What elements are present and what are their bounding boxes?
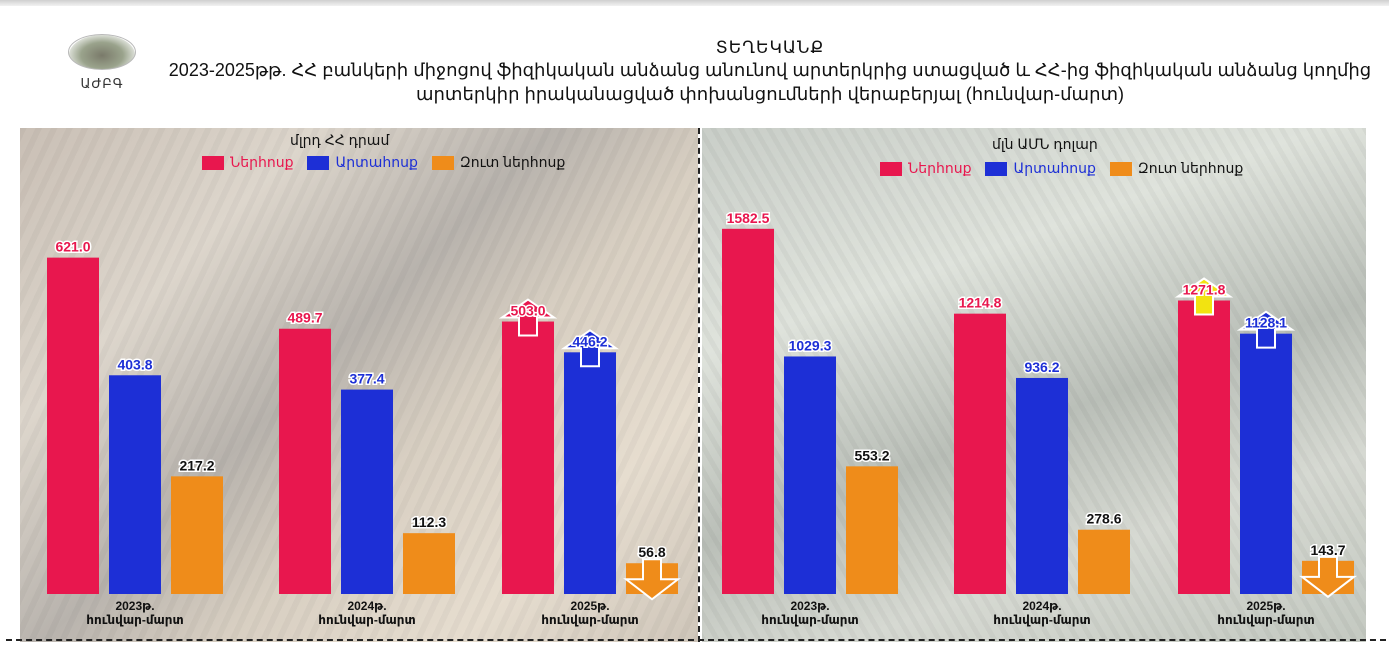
legend-label-outflow: Արտահոսք bbox=[335, 154, 418, 170]
chart-panel-usd: մլն ԱՄՆ դոլար Ներհոսք Արտահոսք Զուտ ներհ… bbox=[702, 128, 1366, 642]
legend-item-net: Զուտ ներհոսք bbox=[1109, 160, 1244, 177]
bar-chart-usd: 1582.51029.3553.22023թ.հունվար-մարտ1214.… bbox=[722, 208, 1357, 627]
x-tick-label-year-2: 2024թ. bbox=[347, 599, 386, 613]
page-title: ՏԵՂԵԿԱՆՔ bbox=[715, 38, 825, 57]
x-tick-label-period-2: հունվար-մարտ bbox=[318, 613, 415, 627]
x-tick-label-year-3: 2025թ. bbox=[1246, 599, 1285, 613]
panel-divider bbox=[698, 128, 700, 642]
data-label-outflow-3: 1128.1 bbox=[1245, 315, 1287, 331]
legend-label-inflow: Ներհոսք bbox=[908, 160, 972, 176]
legend: Ներհոսք Արտահոսք Զուտ ներհոսք bbox=[202, 154, 579, 171]
arrow-up-inflow bbox=[1174, 277, 1234, 316]
data-label-inflow-1: 621.0 bbox=[55, 239, 90, 255]
legend-item-inflow: Ներհոսք bbox=[880, 160, 971, 177]
arrow-down-net bbox=[1299, 555, 1357, 599]
arrow-up-outflow bbox=[560, 329, 620, 368]
bar-inflow-1 bbox=[722, 228, 774, 595]
logo-text: ԱԺԲԳ bbox=[80, 76, 124, 91]
bar-outflow-2 bbox=[341, 389, 393, 594]
data-label-outflow-1: 1029.3 bbox=[789, 337, 832, 353]
x-tick-label-period-1: հունվար-մարտ bbox=[86, 613, 183, 627]
bar-outflow-1 bbox=[109, 375, 161, 594]
legend: Ներհոսք Արտահոսք Զուտ ներհոսք bbox=[880, 160, 1257, 177]
x-tick-label-period-3: հունվար-մարտ bbox=[1217, 613, 1314, 627]
bar-inflow-3 bbox=[1178, 300, 1230, 594]
unit-label: մլրդ ՀՀ դրամ bbox=[290, 132, 390, 148]
x-tick-label-year-1: 2023թ. bbox=[790, 599, 829, 613]
logo-emblem bbox=[68, 34, 136, 70]
bar-inflow-3 bbox=[502, 321, 554, 594]
legend-swatch-outflow bbox=[985, 161, 1008, 176]
data-label-inflow-3: 503.0 bbox=[510, 303, 545, 319]
bar-outflow-3 bbox=[1240, 333, 1292, 594]
data-label-inflow-2: 1214.8 bbox=[959, 295, 1002, 311]
legend-swatch-inflow bbox=[880, 161, 902, 176]
data-label-net-1: 553.2 bbox=[854, 447, 889, 463]
legend-label-net: Զուտ ներհոսք bbox=[459, 154, 566, 170]
top-rule bbox=[0, 0, 1389, 6]
x-tick-label-period-2: հունվար-մարտ bbox=[993, 613, 1090, 627]
page-heading: ՏԵՂԵԿԱՆՔ 2023-2025թթ. ՀՀ բանկերի միջոցով… bbox=[160, 38, 1380, 106]
data-label-inflow-2: 489.7 bbox=[287, 310, 322, 326]
arrow-down-net bbox=[623, 558, 681, 601]
bar-net-2 bbox=[1078, 529, 1130, 594]
legend-label-inflow: Ներհոսք bbox=[230, 154, 294, 170]
bar-inflow-1 bbox=[47, 257, 99, 594]
x-tick-label-period-1: հունվար-մարտ bbox=[761, 613, 858, 627]
data-label-net-3: 143.7 bbox=[1310, 542, 1345, 558]
data-label-net-2: 278.6 bbox=[1086, 511, 1121, 527]
chart-panel-amd: մլրդ ՀՀ դրամ Ներհոսք Արտահոսք Զուտ ներհո… bbox=[20, 128, 698, 642]
legend-label-outflow: Արտահոսք bbox=[1013, 160, 1096, 176]
bar-outflow-3 bbox=[564, 352, 616, 594]
bar-net-1 bbox=[171, 476, 223, 594]
legend-swatch-inflow bbox=[202, 155, 224, 170]
x-tick-label-year-1: 2023թ. bbox=[115, 599, 154, 613]
legend-swatch-net bbox=[431, 155, 454, 170]
data-label-outflow-3: 446.2 bbox=[572, 333, 607, 349]
legend-item-inflow: Ներհոսք bbox=[202, 154, 293, 171]
data-label-inflow-1: 1582.5 bbox=[727, 210, 770, 226]
legend-item-net: Զուտ ներհոսք bbox=[431, 154, 566, 171]
page-subtitle-line-1: 2023-2025թթ. ՀՀ բանկերի միջոցով ֆիզիկակա… bbox=[168, 60, 1372, 80]
arrow-up-outflow bbox=[1236, 310, 1296, 349]
x-tick-label-period-3: հունվար-մարտ bbox=[541, 613, 638, 627]
bar-inflow-2 bbox=[279, 328, 331, 594]
legend-item-outflow: Արտահոսք bbox=[985, 160, 1096, 177]
legend-label-net: Զուտ ներհոսք bbox=[1137, 160, 1244, 176]
data-label-net-3: 56.8 bbox=[638, 544, 665, 560]
logo: ԱԺԲԳ bbox=[62, 34, 142, 92]
bar-outflow-1 bbox=[784, 356, 836, 594]
bar-outflow-2 bbox=[1016, 377, 1068, 594]
bar-inflow-2 bbox=[954, 313, 1006, 594]
x-tick-label-year-3: 2025թ. bbox=[570, 599, 609, 613]
x-tick-label-year-2: 2024թ. bbox=[1022, 599, 1061, 613]
bar-chart-amd: 621.0403.8217.22023թ.հունվար-մարտ489.737… bbox=[47, 237, 681, 627]
data-label-outflow-2: 936.2 bbox=[1024, 359, 1059, 375]
unit-label: մլն ԱՄՆ դոլար bbox=[992, 136, 1098, 152]
data-label-outflow-1: 403.8 bbox=[117, 356, 152, 372]
arrow-up-inflow bbox=[498, 298, 558, 337]
page-subtitle-line-2: արտերկիր իրականացված փոխանցումների վերաբ… bbox=[415, 84, 1125, 104]
data-label-net-2: 112.3 bbox=[412, 514, 446, 530]
legend-swatch-outflow bbox=[307, 155, 330, 170]
legend-item-outflow: Արտահոսք bbox=[307, 154, 418, 171]
data-label-inflow-3: 1271.8 bbox=[1183, 282, 1226, 298]
legend-swatch-net bbox=[1109, 161, 1132, 176]
data-label-net-1: 217.2 bbox=[179, 457, 214, 473]
bar-net-1 bbox=[846, 466, 898, 594]
data-label-outflow-2: 377.4 bbox=[349, 371, 384, 387]
bottom-rule bbox=[6, 639, 1386, 641]
bar-net-2 bbox=[403, 533, 455, 594]
